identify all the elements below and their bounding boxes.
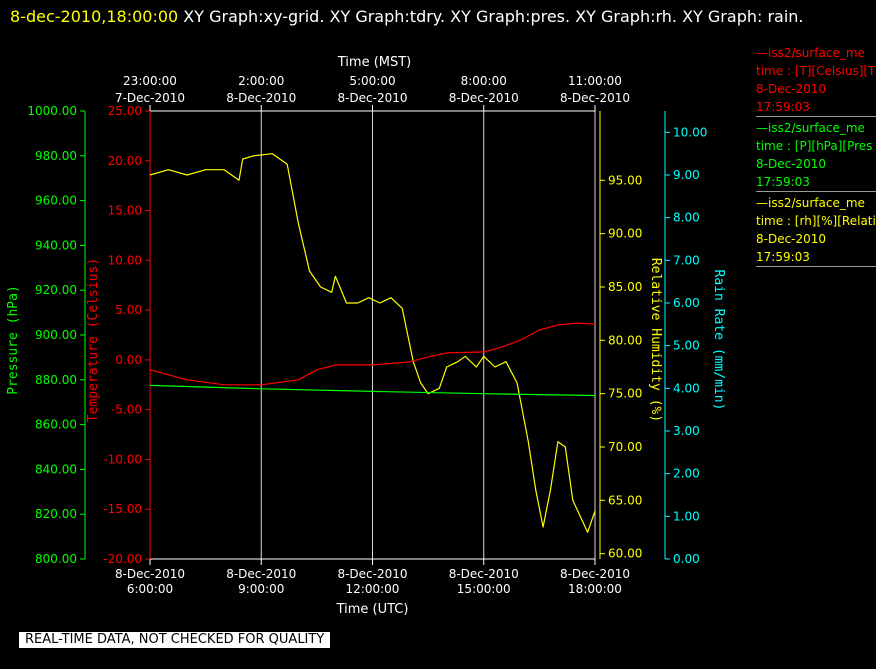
title-text: XY Graph:xy-grid. XY Graph:tdry. XY Grap… <box>183 7 804 26</box>
legend: —iss2/surface_me time : [T][Celsius][T 8… <box>756 44 876 269</box>
top-tick-label-date: 8-Dec-2010 <box>226 91 296 105</box>
legend-time: 17:59:03 <box>756 250 810 264</box>
legend-variable: time : [T][Celsius][T <box>756 64 876 78</box>
y-tick-label: 10.00 <box>673 125 707 139</box>
y-tick-label: 860.00 <box>35 418 77 432</box>
y-tick-label: 880.00 <box>35 373 77 387</box>
y-tick-label: -10.00 <box>103 452 142 466</box>
series-line-rh <box>149 153 596 533</box>
legend-source: —iss2/surface_me <box>756 46 865 60</box>
legend-variable: time : [rh][%][Relati <box>756 214 876 228</box>
top-tick-label-date: 7-Dec-2010 <box>115 91 185 105</box>
y-tick-label: 900.00 <box>35 328 77 342</box>
y-axis-title-pres: Pressure (hPa) <box>6 285 21 395</box>
legend-entry-temperature[interactable]: —iss2/surface_me time : [T][Celsius][T 8… <box>756 44 876 117</box>
x-tick-label-date: 8-Dec-2010 <box>115 567 185 581</box>
y-tick-label: 20.00 <box>108 154 142 168</box>
y-tick-label: -5.00 <box>111 403 142 417</box>
y-tick-label: 10.00 <box>108 253 142 267</box>
title-timestamp: 8-dec-2010,18:00:00 <box>10 7 179 26</box>
y-tick-label: 1.00 <box>673 509 700 523</box>
y-tick-label: 960.00 <box>35 194 77 208</box>
y-tick-label: 80.00 <box>608 333 642 347</box>
x-tick-label-date: 8-Dec-2010 <box>226 567 296 581</box>
x-tick-label-time: 12:00:00 <box>346 582 400 596</box>
y-tick-label: 85.00 <box>608 280 642 294</box>
x-tick-label-time: 6:00:00 <box>127 582 173 596</box>
top-tick-label-time: 8:00:00 <box>461 74 507 88</box>
top-tick-label-time: 11:00:00 <box>568 74 622 88</box>
legend-time: 17:59:03 <box>756 100 810 114</box>
legend-source: —iss2/surface_me <box>756 121 865 135</box>
x-tick-label-date: 8-Dec-2010 <box>560 567 630 581</box>
legend-source: —iss2/surface_me <box>756 196 865 210</box>
top-tick-label-date: 8-Dec-2010 <box>560 91 630 105</box>
quality-notice: REAL-TIME DATA, NOT CHECKED FOR QUALITY <box>19 632 331 648</box>
x-tick-label-time: 15:00:00 <box>457 582 511 596</box>
y-tick-label: -20.00 <box>103 552 142 566</box>
legend-date: 8-Dec-2010 <box>756 82 827 96</box>
y-tick-label: 940.00 <box>35 238 77 252</box>
top-tick-label-time: 2:00:00 <box>238 74 284 88</box>
y-tick-label: 6.00 <box>673 296 700 310</box>
legend-variable: time : [P][hPa][Pres <box>756 139 873 153</box>
top-tick-label-time: 5:00:00 <box>349 74 395 88</box>
y-tick-label: 840.00 <box>35 462 77 476</box>
y-tick-label: 0.00 <box>673 552 700 566</box>
top-tick-label-time: 23:00:00 <box>123 74 177 88</box>
top-tick-label-date: 8-Dec-2010 <box>337 91 407 105</box>
series-line-pres <box>149 384 596 397</box>
y-tick-label: 9.00 <box>673 168 700 182</box>
y-tick-label: 0.00 <box>115 353 142 367</box>
y-tick-label: 75.00 <box>608 387 642 401</box>
y-axis-title-rain: Rain Rate (mm/min) <box>711 270 726 411</box>
series-line-tdry <box>149 322 596 386</box>
y-tick-label: 65.00 <box>608 493 642 507</box>
y-tick-label: 60.00 <box>608 547 642 561</box>
y-axis-title-rh: Relative Humidity (%) <box>648 258 663 422</box>
y-tick-label: 5.00 <box>115 303 142 317</box>
y-tick-label: 820.00 <box>35 507 77 521</box>
y-tick-label: 1000.00 <box>27 104 77 118</box>
y-tick-label: 2.00 <box>673 467 700 481</box>
x-tick-label-date: 8-Dec-2010 <box>449 567 519 581</box>
legend-entry-pressure[interactable]: —iss2/surface_me time : [P][hPa][Pres 8-… <box>756 119 876 192</box>
top-tick-label-date: 8-Dec-2010 <box>449 91 519 105</box>
y-tick-label: 5.00 <box>673 339 700 353</box>
legend-time: 17:59:03 <box>756 175 810 189</box>
y-tick-label: 7.00 <box>673 253 700 267</box>
y-tick-label: 70.00 <box>608 440 642 454</box>
top-axis-title: Time (MST) <box>337 55 412 70</box>
y-tick-label: 95.00 <box>608 173 642 187</box>
y-tick-label: 90.00 <box>608 227 642 241</box>
y-tick-label: 4.00 <box>673 381 700 395</box>
y-tick-label: 920.00 <box>35 283 77 297</box>
y-tick-label: -15.00 <box>103 502 142 516</box>
y-tick-label: 3.00 <box>673 424 700 438</box>
y-tick-label: 8.00 <box>673 211 700 225</box>
legend-entry-humidity[interactable]: —iss2/surface_me time : [rh][%][Relati 8… <box>756 194 876 267</box>
y-tick-label: 800.00 <box>35 552 77 566</box>
y-tick-label: 980.00 <box>35 149 77 163</box>
graph-title: 8-dec-2010,18:00:00 XY Graph:xy-grid. XY… <box>10 3 850 30</box>
y-tick-label: 15.00 <box>108 204 142 218</box>
x-tick-label-date: 8-Dec-2010 <box>337 567 407 581</box>
x-tick-label-time: 9:00:00 <box>238 582 284 596</box>
x-axis-title: Time (UTC) <box>336 602 409 617</box>
y-tick-label: 25.00 <box>108 104 142 118</box>
legend-date: 8-Dec-2010 <box>756 232 827 246</box>
x-tick-label-time: 18:00:00 <box>568 582 622 596</box>
y-axis-title-tdry: Temperature (Celsius) <box>86 258 101 422</box>
legend-date: 8-Dec-2010 <box>756 157 827 171</box>
